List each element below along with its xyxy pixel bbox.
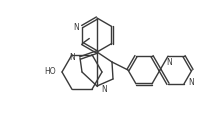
Text: N: N (166, 58, 172, 67)
Text: N: N (188, 78, 194, 87)
Text: HO: HO (44, 67, 56, 77)
Text: N: N (69, 54, 75, 62)
Text: N: N (74, 23, 79, 32)
Text: N: N (101, 84, 107, 94)
